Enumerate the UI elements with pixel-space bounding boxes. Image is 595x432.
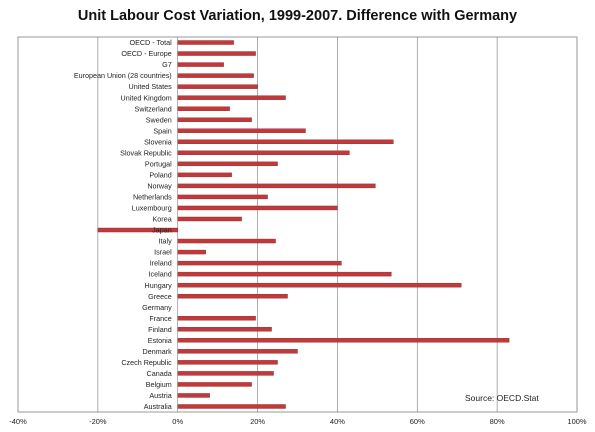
category-label: Poland xyxy=(149,170,171,179)
bar xyxy=(177,139,394,144)
bar xyxy=(177,338,510,343)
bar xyxy=(177,205,338,211)
category-label: Sweden xyxy=(146,115,172,124)
x-tick-label: -40% xyxy=(9,417,27,426)
x-tick-label: 40% xyxy=(330,417,345,426)
category-label: OECD - Europe xyxy=(121,49,171,58)
category-label: Ireland xyxy=(150,259,172,268)
bar xyxy=(177,382,252,387)
bars xyxy=(97,40,510,409)
category-label: Spain xyxy=(153,126,171,135)
category-label: United Kingdom xyxy=(121,93,172,102)
category-labels: OECD - Total OECD - Europe G7 European Unio… xyxy=(74,38,172,411)
category-label: Luxembourg xyxy=(132,204,172,213)
category-label: Greece xyxy=(148,292,172,301)
bar xyxy=(177,282,462,288)
category-label: Czech Republic xyxy=(121,358,172,367)
bar xyxy=(177,260,342,266)
x-tick-label: 20% xyxy=(250,417,265,426)
bar xyxy=(177,194,268,200)
bar xyxy=(177,349,298,354)
bar xyxy=(177,62,224,67)
category-label: France xyxy=(149,314,171,323)
category-label: Japan xyxy=(152,226,172,235)
category-label: Belgium xyxy=(146,380,172,389)
x-tick-labels: -40% -20% 0% 20% 40% 60% 80% 100% xyxy=(9,417,587,426)
category-label: Denmark xyxy=(143,347,173,356)
bar xyxy=(177,161,278,167)
category-label: United States xyxy=(129,82,173,91)
bar xyxy=(177,128,306,133)
bar xyxy=(177,84,258,89)
bar xyxy=(177,316,256,321)
bar xyxy=(177,404,286,409)
category-label: Israel xyxy=(154,248,172,257)
category-label: Portugal xyxy=(145,159,172,168)
bar xyxy=(177,51,256,56)
category-label: Hungary xyxy=(145,281,173,290)
x-tick-label: 100% xyxy=(567,417,587,426)
x-tick-label: 0% xyxy=(172,417,183,426)
category-label: Slovenia xyxy=(144,137,172,146)
category-label: Australia xyxy=(144,402,172,411)
x-tick-label: 60% xyxy=(410,417,425,426)
bar xyxy=(177,393,210,398)
category-label: Norway xyxy=(147,181,172,190)
bar xyxy=(177,117,252,122)
category-label: Germany xyxy=(142,303,172,312)
bar xyxy=(177,106,230,111)
bar xyxy=(177,238,276,244)
category-label: G7 xyxy=(162,60,172,69)
category-label: OECD - Total xyxy=(129,38,172,47)
category-label: Switzerland xyxy=(135,104,172,113)
bar xyxy=(177,249,206,255)
category-label: Estonia xyxy=(148,336,172,345)
x-tick-label: -20% xyxy=(89,417,107,426)
bar xyxy=(177,95,286,100)
bar xyxy=(177,172,232,178)
bar xyxy=(177,40,234,45)
bar xyxy=(177,73,254,78)
bar xyxy=(177,150,350,156)
bar xyxy=(177,371,274,376)
bar xyxy=(177,183,376,189)
category-label: European Union (28 countries) xyxy=(74,71,172,80)
bar xyxy=(177,360,278,365)
bar xyxy=(97,227,178,233)
bar xyxy=(177,271,392,277)
category-label: Slovak Republic xyxy=(120,148,172,157)
category-label: Korea xyxy=(153,215,172,224)
bar xyxy=(177,327,272,332)
category-label: Italy xyxy=(159,237,173,246)
category-label: Iceland xyxy=(149,270,172,279)
category-label: Finland xyxy=(148,325,172,334)
bar xyxy=(177,293,288,299)
category-label: Netherlands xyxy=(133,193,172,202)
plot-frame xyxy=(17,36,578,413)
category-label: Austria xyxy=(149,391,171,400)
source-label: Source: OECD.Stat xyxy=(465,393,539,403)
category-label: Canada xyxy=(147,369,172,378)
chart-title: Unit Labour Cost Variation, 1999-2007. D… xyxy=(77,8,518,24)
bar xyxy=(177,216,242,222)
x-tick-label: 80% xyxy=(490,417,505,426)
